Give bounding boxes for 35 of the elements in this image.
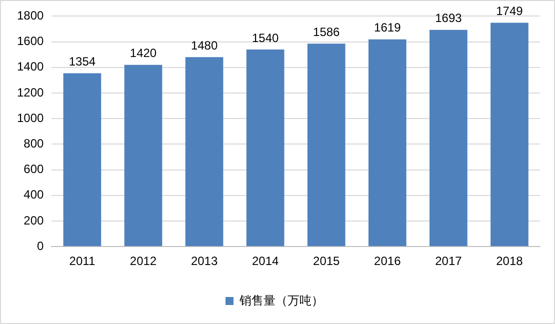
y-tick-label: 1400 xyxy=(16,60,44,74)
bar xyxy=(368,39,406,246)
x-tick-label: 2017 xyxy=(435,254,462,268)
y-tick-label: 600 xyxy=(24,162,44,176)
data-label: 1480 xyxy=(190,38,218,52)
x-tick-label: 2012 xyxy=(130,254,157,268)
y-tick-label: 200 xyxy=(24,213,44,228)
y-tick-label: 1800 xyxy=(16,8,44,23)
bar xyxy=(307,44,346,246)
y-tick-label: 1600 xyxy=(16,34,44,48)
data-label: 1354 xyxy=(68,54,96,69)
data-label: 1749 xyxy=(496,4,524,18)
data-label: 1420 xyxy=(130,46,157,60)
y-tick-label: 1200 xyxy=(16,85,44,100)
bar xyxy=(246,49,284,246)
y-tick-label: 1000 xyxy=(16,110,44,125)
x-tick-label: 2013 xyxy=(190,254,218,268)
bar xyxy=(124,64,162,246)
x-tick-label: 2015 xyxy=(313,254,340,268)
y-tick-label: 800 xyxy=(24,136,44,151)
bar xyxy=(490,22,528,246)
legend-label: 销售量（万吨） xyxy=(238,293,324,308)
data-label: 1586 xyxy=(313,24,340,39)
bar xyxy=(430,30,468,246)
x-tick-label: 2016 xyxy=(374,254,402,268)
x-tick-label: 2018 xyxy=(496,254,524,268)
x-tick-label: 2011 xyxy=(69,254,96,268)
y-tick-label: 400 xyxy=(24,188,44,202)
data-label: 1619 xyxy=(374,20,402,35)
bar xyxy=(185,57,224,246)
bar xyxy=(63,73,102,246)
data-label: 1693 xyxy=(435,11,462,26)
x-tick-label: 2014 xyxy=(252,254,279,268)
y-tick-label: 0 xyxy=(37,238,44,253)
data-label: 1540 xyxy=(252,30,279,45)
